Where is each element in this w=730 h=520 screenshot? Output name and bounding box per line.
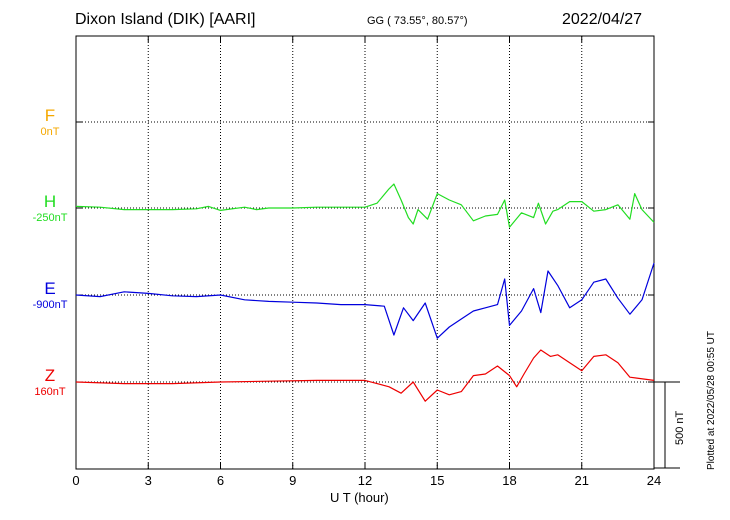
series-name: Z <box>44 366 56 385</box>
station-coordinates: GG ( 73.55°, 80.57°) <box>367 15 468 27</box>
series-lines <box>75 183 655 402</box>
series-baseline-value: -900nT <box>32 299 68 311</box>
series-label-z: Z 160nT <box>20 367 80 399</box>
series-line-h <box>75 183 655 228</box>
series-name: E <box>44 279 56 298</box>
x-tick-label: 15 <box>430 473 444 488</box>
x-axis-label: U T (hour) <box>330 490 389 505</box>
scale-bar <box>654 381 680 469</box>
series-line-z <box>75 349 655 402</box>
grid-lines <box>76 36 654 469</box>
x-tick-label: 9 <box>289 473 296 488</box>
x-tick-label: 3 <box>145 473 152 488</box>
x-ticks: 0 3 6 9 12 15 18 21 24 <box>72 36 661 488</box>
series-name: F <box>44 106 56 125</box>
scale-bar-label: 500 nT <box>674 410 686 445</box>
x-tick-label: 6 <box>217 473 224 488</box>
x-tick-label: 0 <box>72 473 79 488</box>
x-tick-label: 12 <box>358 473 372 488</box>
x-tick-label: 24 <box>647 473 661 488</box>
series-baseline-value: -250nT <box>32 212 68 224</box>
series-label-f: F 0nT <box>20 107 80 139</box>
station-title: Dixon Island (DIK) [AARI] <box>75 11 256 28</box>
x-tick-label: 18 <box>502 473 516 488</box>
series-line-e <box>75 262 655 339</box>
series-baseline-value: 0nT <box>40 126 60 138</box>
series-label-e: E -900nT <box>20 280 80 312</box>
x-tick-label: 21 <box>575 473 589 488</box>
series-baseline-value: 160nT <box>34 386 66 398</box>
plotted-timestamp: Plotted at 2022/05/28 00:55 UT <box>706 331 717 470</box>
observation-date: 2022/04/27 <box>562 11 643 28</box>
series-label-h: H -250nT <box>20 193 80 225</box>
series-name: H <box>43 192 57 211</box>
